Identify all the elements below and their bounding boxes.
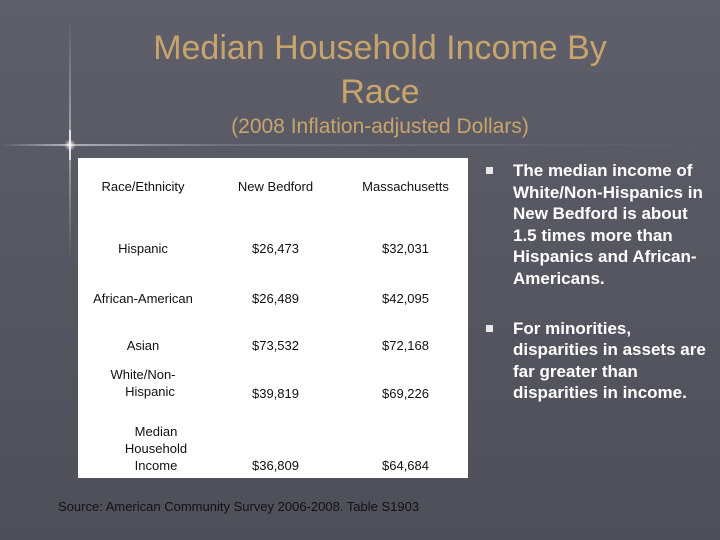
sparkle-icon <box>64 139 76 151</box>
square-bullet-icon <box>486 167 493 174</box>
cell-massachusetts: $42,095 <box>382 291 429 306</box>
cell-race: Median Household Income <box>86 423 226 474</box>
cell-massachusetts: $69,226 <box>382 386 429 401</box>
cell-race-line: Hispanic <box>125 384 175 399</box>
cell-new-bedford: $39,819 <box>252 386 299 401</box>
cell-new-bedford: $36,809 <box>252 458 299 473</box>
header-massachusetts: Massachusetts <box>362 179 449 194</box>
cell-race: Hispanic <box>118 241 168 256</box>
cell-new-bedford: $26,473 <box>252 241 299 256</box>
bullet-list: The median income of White/Non-Hispanics… <box>486 160 716 404</box>
header-race: Race/Ethnicity <box>101 179 185 194</box>
income-table: Race/Ethnicity New Bedford Massachusetts… <box>78 158 468 478</box>
slide-subtitle: (2008 Inflation-adjusted Dollars) <box>231 115 529 138</box>
cell-race-line: Household <box>124 441 188 456</box>
header-new-bedford: New Bedford <box>237 179 314 194</box>
cell-race: Asian <box>126 338 160 353</box>
cell-massachusetts: $32,031 <box>382 241 429 256</box>
bullet-text: The median income of White/Non-Hispanics… <box>513 161 703 288</box>
cell-new-bedford: $73,532 <box>252 338 299 353</box>
bullet-item: For minorities, disparities in assets ar… <box>486 318 716 404</box>
square-bullet-icon <box>486 324 493 332</box>
cell-race: African-American <box>93 291 193 306</box>
decorative-line-horizontal <box>0 144 720 146</box>
cell-new-bedford: $26,489 <box>252 291 299 306</box>
title-line-2: Race <box>340 73 420 111</box>
bullet-text: For minorities, disparities in assets ar… <box>513 318 706 403</box>
cell-massachusetts: $72,168 <box>382 338 429 353</box>
cell-massachusetts: $64,684 <box>382 458 429 473</box>
cell-race-line: Income <box>134 458 178 473</box>
cell-race: White/Non- Hispanic <box>78 366 208 400</box>
title-line-1: Median Household Income By <box>153 29 607 67</box>
source-note: Source: American Community Survey 2006-2… <box>58 499 420 514</box>
slide-title: Median Household Income By Race <box>90 26 670 114</box>
cell-race-line: White/Non- <box>110 367 176 382</box>
cell-race-line: Median <box>134 424 178 439</box>
bullet-item: The median income of White/Non-Hispanics… <box>486 160 716 290</box>
